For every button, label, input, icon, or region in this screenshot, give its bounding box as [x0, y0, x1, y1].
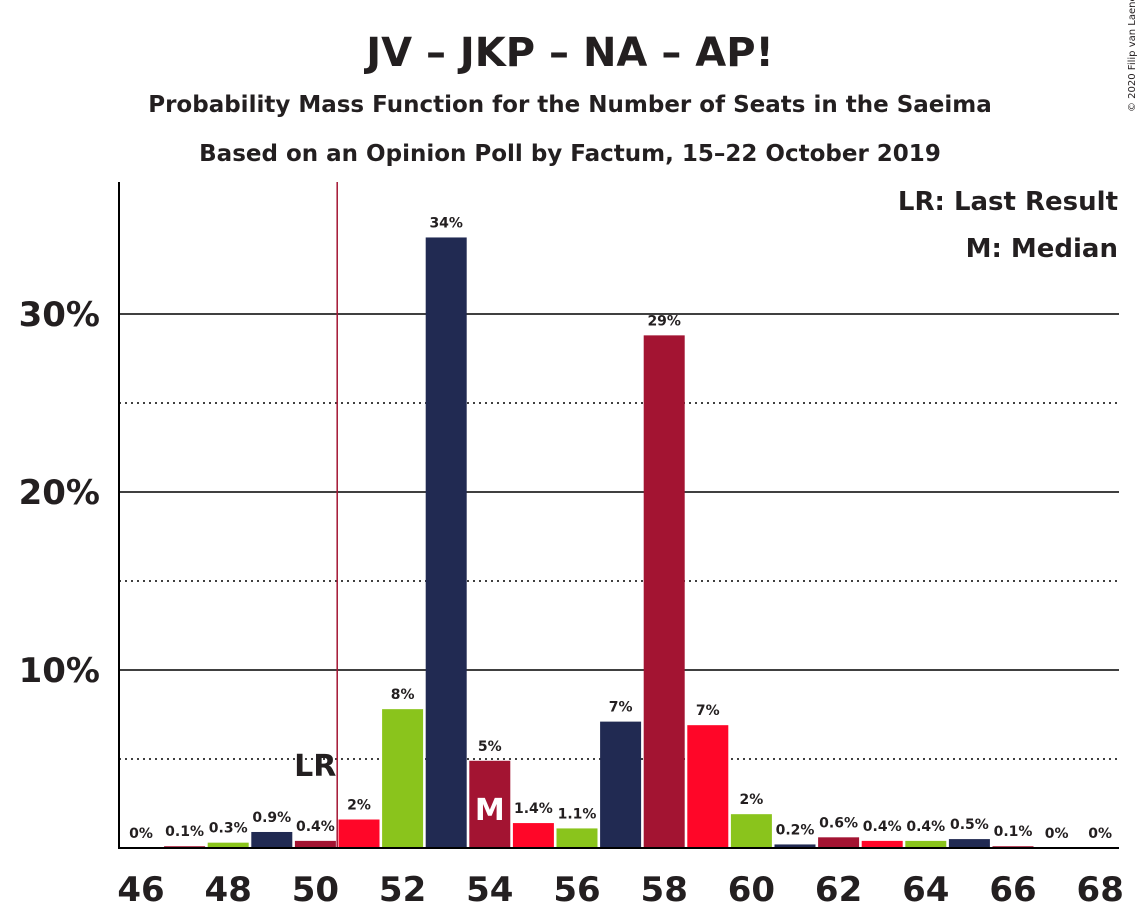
bar-label-seat-59: 7%	[696, 703, 720, 719]
x-tick-label: 50	[292, 870, 339, 910]
bar-seat-49	[251, 831, 293, 848]
bar-label-seat-68: 0%	[1088, 826, 1112, 842]
bar-seat-58	[643, 335, 685, 848]
x-tick-label: 54	[466, 870, 513, 910]
bar-seat-63	[861, 840, 903, 848]
bar-label-seat-50: 0.4%	[296, 819, 335, 835]
y-tick-label: 10%	[19, 651, 100, 691]
bar-seat-59	[687, 725, 729, 848]
copyright-text: © 2020 Filip van Laenen	[1127, 0, 1138, 112]
bar-seat-48	[207, 842, 249, 848]
bar-seat-65	[948, 839, 990, 848]
bar-label-seat-53: 34%	[429, 215, 463, 231]
bar-label-seat-58: 29%	[647, 313, 681, 329]
legend-last-result: LR: Last Result	[898, 187, 1118, 217]
bar-label-seat-55: 1.4%	[514, 801, 553, 817]
bar-seat-60	[730, 814, 772, 848]
bar-seat-54	[469, 760, 511, 848]
bar-label-seat-57: 7%	[609, 700, 633, 716]
bar-seat-53	[425, 237, 467, 848]
bar-seat-51	[338, 819, 380, 848]
bar-labels: 0% 0.1% 0.3%0.9% 0.4% 2% 8% 34% 5% 1.4% 1.1% 7% 29%…	[129, 215, 1112, 842]
y-tick-label: 20%	[19, 473, 100, 513]
bar-seat-57	[600, 721, 642, 848]
x-tick-label: 68	[1077, 870, 1124, 910]
bar-seat-61	[774, 844, 816, 848]
bar-seat-55	[512, 823, 554, 848]
bar-label-seat-47: 0.1%	[165, 824, 204, 840]
bar-seat-64	[905, 840, 947, 848]
bar-seat-52	[382, 709, 424, 848]
chart-subtitle-2: Based on an Opinion Poll by Factum, 15–2…	[199, 141, 941, 167]
bar-seat-62	[818, 837, 860, 848]
bar-label-seat-52: 8%	[391, 687, 415, 703]
x-tick-label: 62	[815, 870, 862, 910]
bar-label-seat-66: 0.1%	[994, 824, 1033, 840]
bar-label-seat-62: 0.6%	[819, 815, 858, 831]
x-tick-label: 66	[989, 870, 1036, 910]
x-tick-label: 60	[728, 870, 775, 910]
gridlines	[119, 313, 1119, 760]
bars	[164, 237, 1034, 848]
legend-median: M: Median	[966, 234, 1118, 264]
bar-label-seat-60: 2%	[740, 792, 764, 808]
bar-label-seat-49: 0.9%	[252, 810, 291, 826]
bar-label-seat-61: 0.2%	[776, 822, 815, 838]
chart-title: JV – JKP – NA – AP!	[363, 30, 774, 76]
bar-seat-50	[294, 840, 336, 848]
bar-label-seat-46: 0%	[129, 826, 153, 842]
bar-label-seat-64: 0.4%	[906, 819, 945, 835]
x-tick-label: 64	[902, 870, 949, 910]
y-tick-label: 30%	[19, 295, 100, 335]
bar-label-seat-48: 0.3%	[209, 821, 248, 837]
x-tick-label: 52	[379, 870, 426, 910]
last-result-label: LR	[294, 749, 336, 784]
bar-label-seat-51: 2%	[347, 798, 371, 814]
bar-seat-56	[556, 828, 598, 848]
median-label: M	[475, 793, 505, 828]
chart-subtitle-1: Probability Mass Function for the Number…	[148, 92, 992, 118]
y-axis-ticks: 10% 20% 30%	[19, 295, 100, 691]
bar-label-seat-56: 1.1%	[558, 806, 597, 822]
x-tick-label: 48	[205, 870, 252, 910]
bar-label-seat-67: 0%	[1045, 826, 1069, 842]
bar-label-seat-54: 5%	[478, 739, 502, 755]
bar-label-seat-65: 0.5%	[950, 817, 989, 833]
bar-label-seat-63: 0.4%	[863, 819, 902, 835]
x-tick-label: 56	[553, 870, 600, 910]
x-axis-ticks: 46 48 50 52 54 56 58 60 62 64 66 68	[117, 870, 1124, 910]
x-tick-label: 58	[641, 870, 688, 910]
x-tick-label: 46	[117, 870, 164, 910]
